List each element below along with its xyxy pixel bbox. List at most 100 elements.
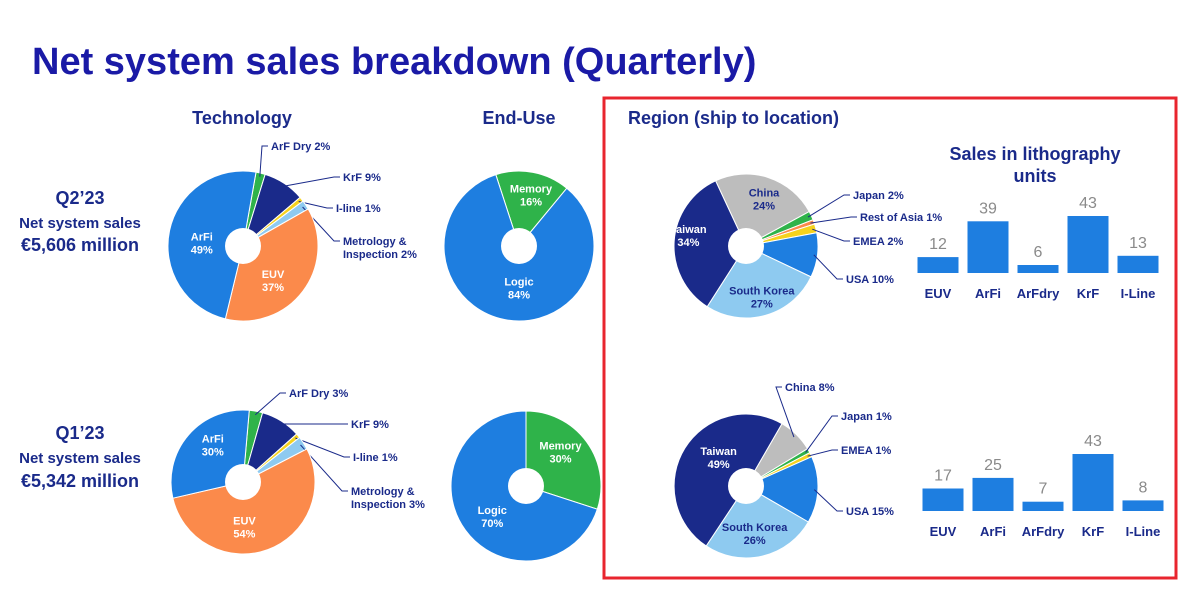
callout-line-rest-of-asia xyxy=(810,216,857,224)
slice-label-logic-line: 70% xyxy=(481,518,503,530)
slice-label-south-korea-line: 27% xyxy=(751,298,773,310)
callout-label-arf-dry-line: ArF Dry 3% xyxy=(289,388,349,400)
slice-label-taiwan-line: Taiwan xyxy=(700,446,737,458)
callout-line-i-line xyxy=(295,437,350,458)
bar-value-arfi: 39 xyxy=(979,200,997,217)
slice-label-arfi-line: 49% xyxy=(191,244,213,256)
pie-slice-memory xyxy=(495,170,568,248)
callout-label-i-line-line: I-line 1% xyxy=(336,203,381,215)
callout-label-arf-dry-line: ArF Dry 2% xyxy=(271,141,331,153)
callout-label-i-line: I-line 1% xyxy=(353,452,398,464)
pie-center-hole xyxy=(728,468,764,504)
bar-value-i-line: 13 xyxy=(1129,235,1147,252)
slice-label-taiwan-line: Taiwan xyxy=(670,224,707,236)
pie-center-hole xyxy=(501,228,537,264)
bar-i-line xyxy=(1122,500,1164,511)
pie-slice-arfi xyxy=(167,170,257,320)
callout-line-japan xyxy=(807,194,850,218)
units-title-line2: units xyxy=(1014,166,1057,186)
pie-technology-q1-23: ArF Dry 3% KrF 9% I-line 1% Metrology & Insp… xyxy=(170,388,425,555)
region-highlight-box xyxy=(602,96,1178,580)
callout-line-metrology-inspection xyxy=(300,444,348,492)
slice-label-arfi: ArFi 49% xyxy=(191,231,213,256)
slice-label-south-korea-line: 26% xyxy=(744,535,766,547)
bar-category-i-line: I-Line xyxy=(1126,524,1161,539)
callout-label-emea-line: EMEA 1% xyxy=(841,445,892,457)
slice-label-logic-line: Logic xyxy=(478,505,507,517)
slice-label-taiwan: Taiwan 49% xyxy=(700,446,737,471)
pie-center-hole xyxy=(508,468,544,504)
pie-slice-euv xyxy=(224,208,319,322)
pie-slice-euv xyxy=(172,448,316,555)
bar-category-arfi: ArFi xyxy=(975,286,1001,301)
bar-category-krf: KrF xyxy=(1077,286,1099,301)
callout-label-metrology-inspection: Metrology & Inspection 3% xyxy=(351,486,425,511)
slice-label-euv-line: EUV xyxy=(262,269,285,281)
slice-label-logic: Logic 84% xyxy=(504,276,533,301)
callout-line-arf-dry xyxy=(254,392,286,416)
bar-category-euv: EUV xyxy=(925,286,952,301)
q1-label: Q1’23 xyxy=(55,423,104,443)
callout-label-metrology-inspection-line: Metrology & xyxy=(343,236,407,248)
callout-label-metrology-inspection-line: Inspection 3% xyxy=(351,499,425,511)
callout-label-usa: USA 10% xyxy=(846,274,894,286)
bar-euv xyxy=(917,257,959,273)
bar-arfdry xyxy=(1022,501,1064,511)
callout-line-krf xyxy=(282,176,340,187)
slice-label-logic-line: Logic xyxy=(504,276,533,288)
slice-label-south-korea-line: South Korea xyxy=(729,285,795,297)
q1-sub1: Net system sales xyxy=(19,450,141,467)
callout-label-metrology-inspection: Metrology & Inspection 2% xyxy=(343,236,417,261)
pie-slice-south-korea xyxy=(705,485,810,559)
end-use-heading: End-Use xyxy=(482,108,555,128)
callout-label-emea: EMEA 2% xyxy=(853,236,904,248)
callout-label-metrology-inspection-line: Inspection 2% xyxy=(343,249,417,261)
q2-sub1: Net system sales xyxy=(19,215,141,232)
callout-label-usa: USA 15% xyxy=(846,506,894,518)
bar-chart-q2-23: 12 EUV 39 ArFi 6 ArFdry 43 KrF 13 I-Line xyxy=(917,195,1159,301)
callout-label-emea: EMEA 1% xyxy=(841,445,892,457)
callout-line-usa xyxy=(813,489,843,512)
page-title: Net system sales breakdown (Quarterly) xyxy=(32,41,756,83)
technology-heading: Technology xyxy=(192,108,292,128)
q2-sub2: €5,606 million xyxy=(21,235,139,255)
bar-value-euv: 17 xyxy=(934,468,952,485)
bar-arfdry xyxy=(1017,265,1059,273)
slice-label-china-line: 24% xyxy=(753,200,775,212)
bar-value-i-line: 8 xyxy=(1139,479,1148,496)
callout-label-krf-line: KrF 9% xyxy=(351,419,389,431)
slice-label-taiwan: Taiwan 34% xyxy=(670,224,707,249)
bar-chart-q1-23: 17 EUV 25 ArFi 7 ArFdry 43 KrF 8 I-Line xyxy=(922,433,1164,539)
callout-label-japan-line: Japan 2% xyxy=(853,190,904,202)
slice-label-euv-line: 37% xyxy=(262,282,284,294)
callout-label-emea-line: EMEA 2% xyxy=(853,236,904,248)
slice-label-euv: EUV 54% xyxy=(233,516,256,541)
slice-label-memory-line: 16% xyxy=(520,196,542,208)
pie-region-q2-23: China 24% Japan 2% Rest of Asia 1% EMEA 2% US… xyxy=(670,173,942,319)
callout-line-emea xyxy=(807,449,838,457)
slice-label-memory-line: Memory xyxy=(510,183,553,195)
slice-label-taiwan-line: 34% xyxy=(677,237,699,249)
callout-label-japan: Japan 1% xyxy=(841,411,892,423)
pie-slice-taiwan xyxy=(673,413,783,547)
slice-label-euv: EUV 37% xyxy=(262,269,285,294)
units-title-line1: Sales in lithography xyxy=(949,144,1120,164)
slice-label-arfi-line: ArFi xyxy=(202,434,224,446)
callout-label-arf-dry: ArF Dry 2% xyxy=(271,141,331,153)
callout-label-rest-of-asia: Rest of Asia 1% xyxy=(860,212,942,224)
pie-end-use-q2-23: Memory 16% Logic 84% xyxy=(443,170,595,322)
pie-center-hole xyxy=(225,464,261,500)
q1-sub2: €5,342 million xyxy=(21,471,139,491)
bar-category-arfdry: ArFdry xyxy=(1022,524,1065,539)
callout-label-krf-line: KrF 9% xyxy=(343,172,381,184)
slice-label-euv-line: 54% xyxy=(233,529,255,541)
bar-value-arfi: 25 xyxy=(984,457,1002,474)
slice-label-china: China 24% xyxy=(749,187,780,212)
callout-line-china xyxy=(775,386,795,438)
slice-label-china-line: China xyxy=(749,187,780,199)
bar-category-i-line: I-Line xyxy=(1121,286,1156,301)
callout-line-emea xyxy=(812,228,850,242)
callout-label-krf: KrF 9% xyxy=(343,172,381,184)
pie-region-q1-23: China 8% Japan 1% EMEA 1% USA 15% South Kore… xyxy=(673,382,894,559)
pie-technology-q2-23: ArF Dry 2% KrF 9% I-line 1% Metrology & Insp… xyxy=(167,141,417,322)
